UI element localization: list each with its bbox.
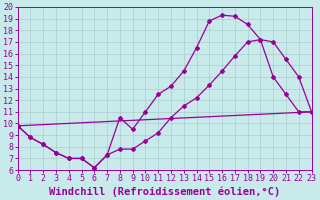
X-axis label: Windchill (Refroidissement éolien,°C): Windchill (Refroidissement éolien,°C) (49, 186, 280, 197)
